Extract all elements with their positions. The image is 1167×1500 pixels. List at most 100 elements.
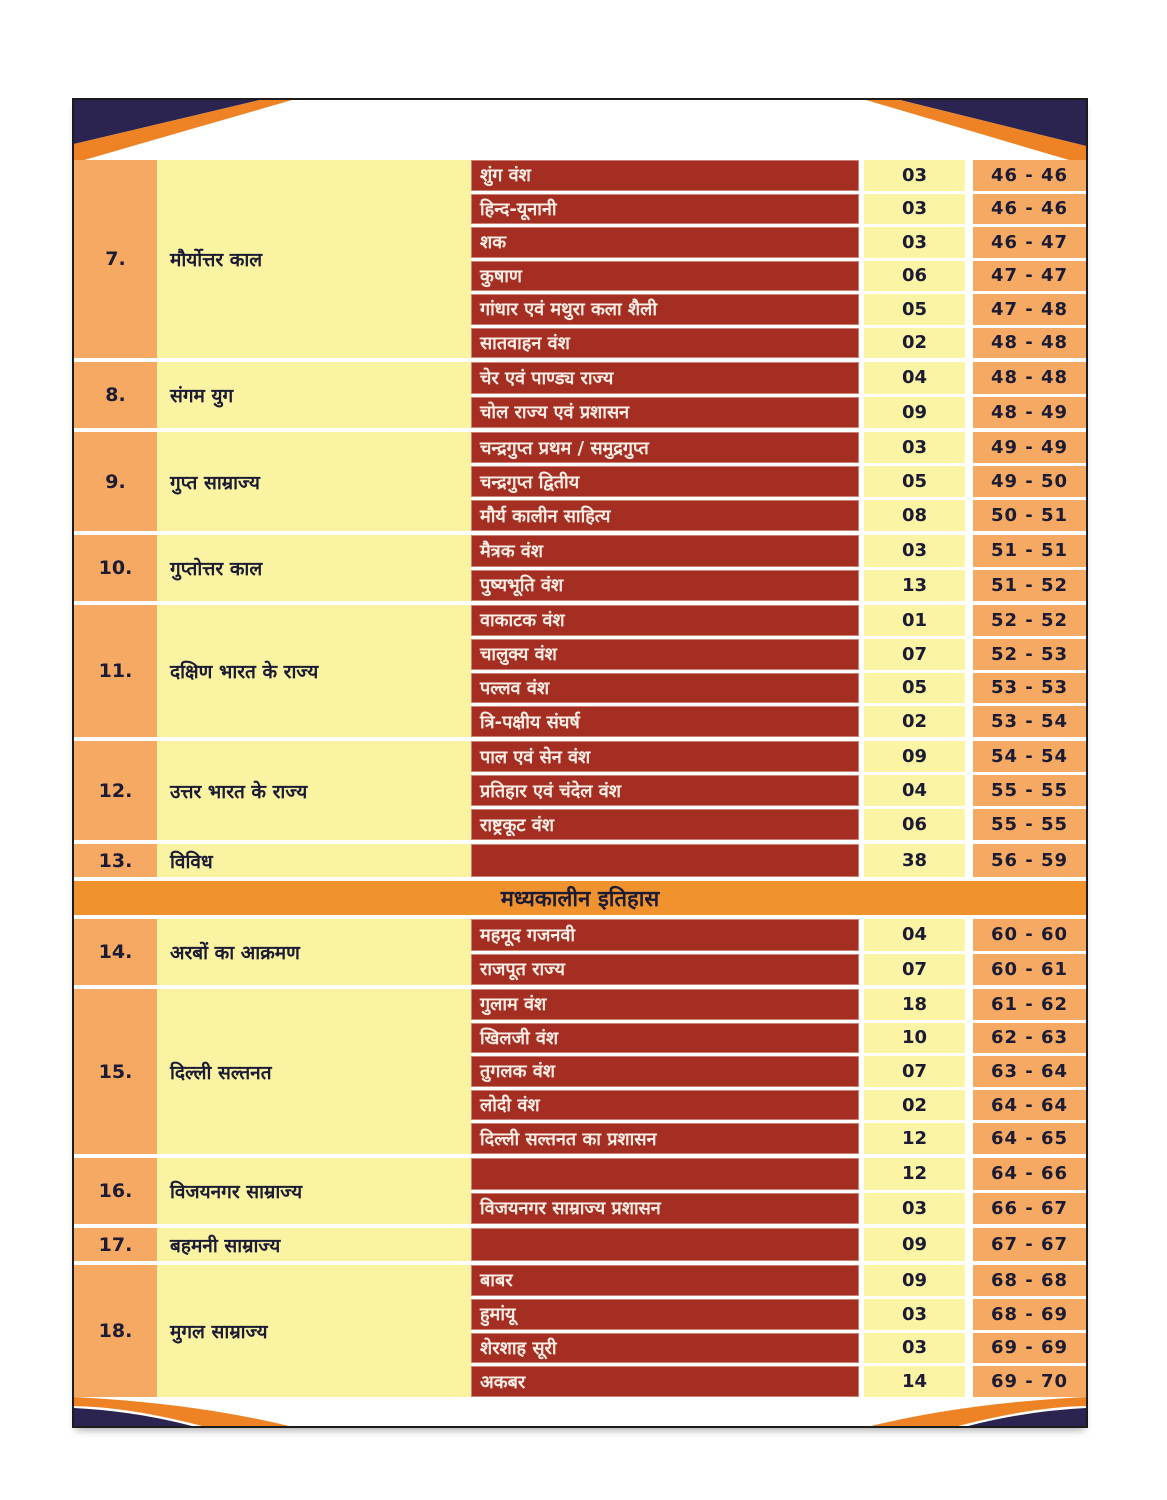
toc-row: चालुक्य वंश 07 52 - 53 — [471, 638, 1086, 670]
section-topic: मौर्योत्तर काल — [157, 160, 471, 358]
toc-row: हिन्द-यूनानी 03 46 - 46 — [471, 193, 1086, 224]
row-page-range: 55 - 55 — [973, 775, 1086, 806]
section-subrows: वाकाटक वंश 01 52 - 52 चालुक्य वंश 07 52 - 53 प… — [471, 605, 1086, 737]
row-page-range: 54 - 54 — [973, 741, 1086, 772]
toc-section: 17. बहमनी साम्राज्य 09 67 - 67 — [74, 1228, 1086, 1261]
toc-section: 18. मुगल साम्राज्य बाबर 09 68 - 68 हुमांयू 03 6… — [74, 1265, 1086, 1397]
toc-row: चेर एवं पाण्ड्य राज्य 04 48 - 48 — [471, 362, 1086, 394]
row-topic: वाकाटक वंश — [471, 605, 859, 636]
column-gap — [965, 1023, 973, 1054]
section-number: 17. — [74, 1228, 157, 1261]
row-page-range: 68 - 68 — [973, 1265, 1086, 1296]
row-topic: कुषाण — [471, 260, 859, 291]
row-question-count: 09 — [864, 1228, 965, 1261]
toc-section: 13. विविध 38 56 - 59 — [74, 844, 1086, 877]
toc-section: 9. गुप्त साम्राज्य चन्द्रगुप्त प्रथम / समु… — [74, 432, 1086, 531]
section-number: 9. — [74, 432, 157, 531]
toc-row: सातवाहन वंश 02 48 - 48 — [471, 327, 1086, 359]
row-page-range: 47 - 47 — [973, 260, 1086, 291]
row-topic: मौर्य कालीन साहित्य — [471, 500, 859, 531]
toc-row: गांधार एवं मथुरा कला शैली 05 47 - 48 — [471, 294, 1086, 325]
row-page-range: 69 - 69 — [973, 1332, 1086, 1364]
toc-row: अकबर 14 69 - 70 — [471, 1366, 1086, 1397]
toc-row: 12 64 - 66 — [471, 1158, 1086, 1190]
section-subrows: शुंग वंश 03 46 - 46 हिन्द-यूनानी 03 46 - 46 शक… — [471, 160, 1086, 358]
toc-row: चन्द्रगुप्त द्वितीय 05 49 - 50 — [471, 466, 1086, 497]
row-page-range: 61 - 62 — [973, 989, 1086, 1020]
row-topic: पाल एवं सेन वंश — [471, 741, 859, 772]
row-topic: चन्द्रगुप्त द्वितीय — [471, 466, 859, 497]
row-topic: हिन्द-यूनानी — [471, 193, 859, 224]
row-page-range: 63 - 64 — [973, 1056, 1086, 1087]
row-question-count: 18 — [864, 989, 965, 1020]
column-gap — [965, 466, 973, 497]
column-gap — [965, 1123, 973, 1154]
section-subrows: चन्द्रगुप्त प्रथम / समुद्रगुप्त 03 49 - 49… — [471, 432, 1086, 531]
row-page-range: 64 - 64 — [973, 1089, 1086, 1121]
toc-row: हुमांयू 03 68 - 69 — [471, 1298, 1086, 1330]
row-topic: महमूद गजनवी — [471, 919, 859, 951]
column-gap — [965, 1333, 973, 1364]
row-question-count: 07 — [864, 1056, 965, 1087]
toc-row: विजयनगर साम्राज्य प्रशासन 03 66 - 67 — [471, 1192, 1086, 1225]
row-page-range: 46 - 46 — [973, 193, 1086, 224]
section-topic: विविध — [157, 844, 471, 877]
toc-row: पल्लव वंश 05 53 - 53 — [471, 672, 1086, 704]
row-topic: चोल राज्य एवं प्रशासन — [471, 396, 859, 428]
row-question-count: 03 — [864, 227, 965, 258]
toc-row: राष्ट्रकूट वंश 06 55 - 55 — [471, 809, 1086, 840]
row-topic: शक — [471, 227, 859, 258]
section-subrows: चेर एवं पाण्ड्य राज्य 04 48 - 48 चोल राज्य … — [471, 362, 1086, 428]
toc-row: लोदी वंश 02 64 - 64 — [471, 1089, 1086, 1121]
row-page-range: 48 - 49 — [973, 396, 1086, 428]
row-topic: गुलाम वंश — [471, 989, 859, 1020]
row-topic: चेर एवं पाण्ड्य राज्य — [471, 362, 859, 394]
row-page-range: 69 - 70 — [973, 1366, 1086, 1397]
toc-row: शक 03 46 - 47 — [471, 227, 1086, 258]
section-topic: गुप्तोत्तर काल — [157, 535, 471, 601]
row-topic — [471, 844, 859, 877]
row-topic: अकबर — [471, 1366, 859, 1397]
column-gap — [965, 844, 973, 877]
toc-section: 12. उत्तर भारत के राज्य पाल एवं सेन वंश 09 5… — [74, 741, 1086, 840]
section-topic: बहमनी साम्राज्य — [157, 1228, 471, 1261]
row-page-range: 50 - 51 — [973, 500, 1086, 531]
row-question-count: 03 — [864, 535, 965, 567]
row-page-range: 64 - 66 — [973, 1158, 1086, 1190]
toc-row: चोल राज्य एवं प्रशासन 09 48 - 49 — [471, 396, 1086, 428]
row-question-count: 07 — [864, 953, 965, 985]
column-gap — [965, 1228, 973, 1261]
row-page-range: 53 - 53 — [973, 672, 1086, 704]
toc-row: दिल्ली सल्तनत का प्रशासन 12 64 - 65 — [471, 1123, 1086, 1154]
column-gap — [965, 639, 973, 670]
column-gap — [965, 1299, 973, 1330]
section-topic: मुगल साम्राज्य — [157, 1265, 471, 1397]
toc-table: 7. मौर्योत्तर काल शुंग वंश 03 46 - 46 हिन्द-य… — [74, 160, 1086, 1397]
row-topic: शुंग वंश — [471, 160, 859, 191]
section-topic: गुप्त साम्राज्य — [157, 432, 471, 531]
row-question-count: 06 — [864, 260, 965, 291]
row-question-count: 03 — [864, 1298, 965, 1330]
section-subrows: बाबर 09 68 - 68 हुमांयू 03 68 - 69 शेरशाह सूरी… — [471, 1265, 1086, 1397]
section-number: 10. — [74, 535, 157, 601]
row-page-range: 60 - 61 — [973, 953, 1086, 985]
row-topic: राजपूत राज्य — [471, 953, 859, 985]
toc-row: पाल एवं सेन वंश 09 54 - 54 — [471, 741, 1086, 772]
row-topic: त्रि-पक्षीय संघर्ष — [471, 706, 859, 737]
column-gap — [965, 989, 973, 1020]
toc-section: 10. गुप्तोत्तर काल मैत्रक वंश 03 51 - 51 पुष्… — [74, 535, 1086, 601]
section-subrows: पाल एवं सेन वंश 09 54 - 54 प्रतिहार एवं चंद… — [471, 741, 1086, 840]
row-page-range: 46 - 46 — [973, 160, 1086, 191]
column-gap — [965, 1193, 973, 1225]
row-topic — [471, 1158, 859, 1190]
toc-section: 8. संगम युग चेर एवं पाण्ड्य राज्य 04 48 - 48… — [74, 362, 1086, 428]
section-topic: संगम युग — [157, 362, 471, 428]
row-page-range: 67 - 67 — [973, 1228, 1086, 1261]
column-gap — [965, 261, 973, 292]
section-subrows: 12 64 - 66 विजयनगर साम्राज्य प्रशासन 03 66 -… — [471, 1158, 1086, 1224]
section-number: 18. — [74, 1265, 157, 1397]
row-page-range: 51 - 52 — [973, 569, 1086, 601]
column-gap — [965, 328, 973, 359]
page-frame: 7. मौर्योत्तर काल शुंग वंश 03 46 - 46 हिन्द-य… — [72, 98, 1088, 1428]
toc-row: गुलाम वंश 18 61 - 62 — [471, 989, 1086, 1020]
